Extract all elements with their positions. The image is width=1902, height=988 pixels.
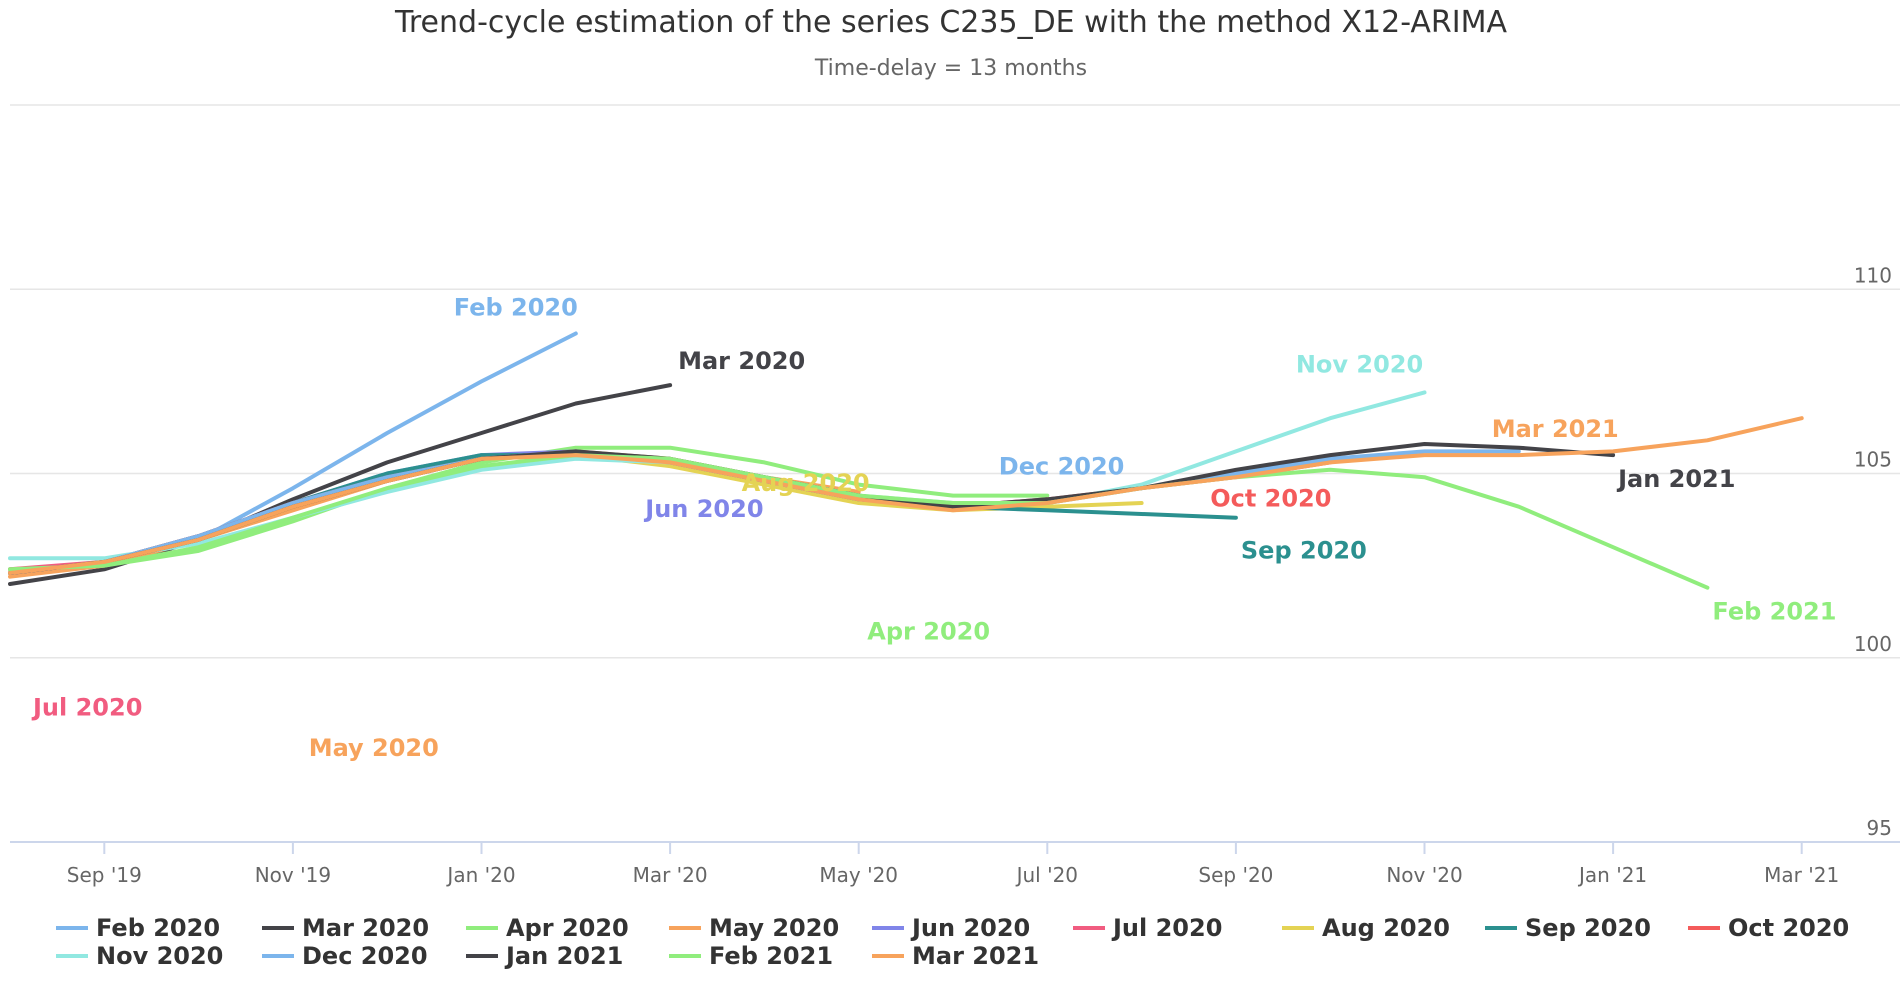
series-end-label: Oct 2020 [1210,484,1331,512]
legend-item[interactable]: Dec 2020 [262,942,428,970]
series-line [8,416,1804,575]
series-end-label: Feb 2021 [1712,598,1836,626]
legend-label: Mar 2020 [302,914,429,942]
series-end-label: Apr 2020 [867,618,990,646]
legend-item[interactable]: Sep 2020 [1485,914,1651,942]
legend-label: Mar 2021 [912,942,1039,970]
legend-item[interactable]: Jun 2020 [872,914,1030,942]
legend-label: Oct 2020 [1728,914,1849,942]
x-tick-label: May '20 [819,863,898,887]
x-tick-label: Nov '19 [255,863,331,887]
legend-item[interactable]: Jan 2021 [466,942,623,970]
y-tick-label: 110 [1854,263,1892,287]
x-tick-label: Jul '20 [1015,863,1078,887]
series-end-label: Jun 2020 [643,495,763,523]
x-tick-label: Mar '20 [633,863,708,887]
series-end-label: Dec 2020 [999,452,1125,480]
y-tick-label: 105 [1854,448,1892,472]
legend-item[interactable]: Oct 2020 [1688,914,1849,942]
legend-item[interactable]: Feb 2020 [56,914,220,942]
legend-item[interactable]: Apr 2020 [466,914,629,942]
series-end-label: Mar 2020 [678,347,805,375]
legend-label: Nov 2020 [96,942,223,970]
series-end-label: Nov 2020 [1296,350,1423,378]
legend-label: Feb 2020 [96,914,220,942]
series-end-label: Jul 2020 [31,694,142,722]
series-labels: Feb 2020 Mar 2020 Apr 2020 May 2020 Jun 2020… [31,293,1836,761]
legend-item[interactable]: Aug 2020 [1282,914,1450,942]
legend-label: May 2020 [709,914,839,942]
legend-label: Apr 2020 [506,914,629,942]
legend-item[interactable]: Mar 2020 [262,914,429,942]
x-tick-label: Jan '21 [1577,863,1647,887]
x-tick-label: Sep '20 [1198,863,1273,887]
grid-lines [10,104,1900,843]
series-end-label: Aug 2020 [742,469,870,497]
series-line [8,453,1710,590]
series-end-label: Sep 2020 [1241,537,1367,565]
series-lines [8,331,1804,590]
legend-item[interactable]: Feb 2021 [669,942,833,970]
series-line [8,442,1616,575]
legend: Feb 2020 Mar 2020 Apr 2020 May 2020 Jun 2020… [56,914,1849,970]
series-end-label: May 2020 [309,734,439,762]
legend-label: Jan 2021 [504,942,623,970]
legend-label: Aug 2020 [1322,914,1450,942]
x-tick-label: Jan '20 [445,863,515,887]
legend-item[interactable]: Jul 2020 [1073,914,1222,942]
legend-label: Jul 2020 [1111,914,1222,942]
legend-item[interactable]: Mar 2021 [872,942,1039,970]
x-tick-label: Nov '20 [1386,863,1462,887]
y-tick-label: 95 [1867,816,1892,840]
legend-label: Sep 2020 [1525,914,1651,942]
y-tick-label: 100 [1854,632,1892,656]
legend-label: Jun 2020 [910,914,1030,942]
legend-item[interactable]: May 2020 [669,914,839,942]
y-axis-ticks: 95 100 105 110 [1854,263,1892,840]
series-end-label: Jan 2021 [1616,465,1735,493]
x-tick-label: Sep '19 [67,863,142,887]
series-end-label: Mar 2021 [1492,415,1619,443]
legend-item[interactable]: Nov 2020 [56,942,223,970]
chart-subtitle: Time-delay = 13 months [814,56,1087,81]
x-tick-label: Mar '21 [1764,863,1839,887]
series-line [8,383,673,586]
legend-label: Feb 2021 [709,942,833,970]
series-end-label: Feb 2020 [454,293,578,321]
chart-title: Trend-cycle estimation of the series C23… [394,5,1508,40]
x-axis: Sep '19 Nov '19 Jan '20 Mar '20 May '20 Jul '… [67,842,1839,887]
legend-label: Dec 2020 [302,942,428,970]
